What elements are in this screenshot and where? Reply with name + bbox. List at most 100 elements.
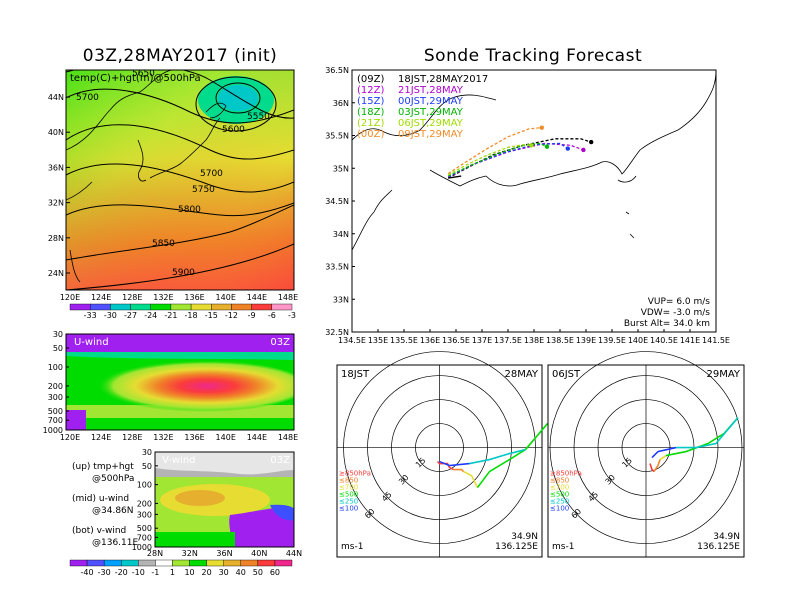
map500-colorbar-label: -18	[185, 311, 198, 320]
wind-colorbar-label: -10	[132, 568, 145, 577]
pressure-label: 30	[142, 448, 152, 457]
burst-altitude-text: Burst Alt= 34.0 km	[624, 319, 710, 329]
vdw-text: VDW= -3.0 m/s	[641, 308, 711, 318]
map500-colorbar-label: -30	[104, 311, 117, 320]
contour-label: 5700	[200, 169, 223, 179]
uwind-lon-label: 148E	[278, 433, 298, 442]
hodograph-trace	[659, 454, 667, 461]
uwind-frame	[65, 333, 295, 431]
pressure-label: 300	[48, 393, 63, 402]
wind-colorbar-swatch	[69, 559, 88, 567]
track-lat-label: 35.5N	[325, 132, 349, 141]
track-legend-time: 18JST,28MAY2017	[398, 74, 488, 85]
vwind-time: 03Z	[270, 455, 290, 466]
track-background	[352, 70, 716, 332]
vwind-frame	[154, 451, 295, 548]
hodograph-level-label: ≤700	[550, 484, 569, 492]
map500-lat-label: 24N	[48, 269, 64, 278]
track-lon-label: 136E	[420, 336, 440, 345]
map500-colorbar-label: -6	[268, 311, 276, 320]
hodograph-level-label: ≤850	[339, 477, 358, 485]
map500-colorbar: -33 -30 -27 -24 -21 -18 -15 -12 -9 -6 -3	[69, 303, 296, 320]
coastlines	[66, 70, 227, 283]
track-lon-label: 140E	[628, 336, 648, 345]
hodograph-trace	[436, 460, 454, 471]
uwind-lon-label: 124E	[91, 433, 111, 442]
track-lon-label: 135E	[368, 336, 388, 345]
track-legend-time: 03JST,29MAY	[398, 107, 464, 118]
wind-colorbar-label: 1	[170, 568, 175, 577]
vwind-lat-label: 32N	[182, 549, 198, 558]
map500-lon-labels: 120E 124E 128E 132E 136E 140E 144E 148E	[60, 293, 298, 302]
wind-colorbar-label: 20	[202, 568, 212, 577]
hodograph-level-label: ≤100	[550, 505, 569, 513]
hodograph-unit: ms-1	[341, 542, 363, 552]
hodograph-level-label: ≤850	[550, 477, 569, 485]
track-lat-label: 35N	[333, 164, 349, 173]
uwind-label: U-wind	[74, 337, 109, 348]
track-burst-point	[544, 144, 550, 149]
contour-label: 5650	[132, 69, 155, 79]
map500-lat-label: 32N	[48, 199, 64, 208]
track-lon-label: 137.5E	[494, 336, 522, 345]
hodograph-level-label: ≥850hPa	[550, 470, 582, 478]
track-lon-label: 135.5E	[390, 336, 418, 345]
track-lon-label: 138E	[524, 336, 544, 345]
hodograph-level-label: ≤700	[339, 484, 358, 492]
map500-lon-label: 144E	[247, 293, 267, 302]
track-burst-point	[529, 143, 534, 148]
pressure-label: 30	[53, 330, 63, 339]
pressure-label: 700	[137, 533, 152, 542]
contour-label: 5550	[247, 112, 270, 122]
wind-colorbar-label: 10	[184, 568, 194, 577]
track-legend-time: 09JST,29MAY	[398, 129, 464, 140]
uwind-lon-label: 132E	[153, 433, 173, 442]
hodograph-trace	[453, 468, 465, 473]
map500-colorbar-swatch	[110, 303, 131, 311]
map500-colorbar-label: -15	[205, 311, 218, 320]
hodograph-trace	[676, 417, 739, 449]
track-legend-run: (09Z)	[357, 74, 384, 85]
track-legend-time: 06JST,29MAY	[398, 118, 464, 129]
hodograph-lon: 136.125E	[495, 542, 538, 552]
panel-legend: (up) tmp+hgt @500hPa (mid) u-wind @34.86…	[72, 462, 138, 548]
map500-lon-label: 128E	[122, 293, 142, 302]
track-legend-time: 21JST,28MAY	[398, 85, 464, 96]
map500-colorbar-swatch	[89, 303, 111, 311]
contour-label: 5900	[172, 268, 195, 278]
contour-label: 5750	[192, 185, 215, 195]
hodograph-trace	[439, 460, 470, 467]
track-burst-point	[581, 147, 586, 153]
wind-colorbar: -40 -30 -20 -10 -1 1 10 20 30 40 50 60	[69, 559, 293, 577]
vwind-lat-label: 40N	[251, 549, 267, 558]
hodograph-trace	[469, 448, 526, 465]
hodograph-level-label: ≤250	[339, 498, 358, 506]
track-legend-run: (21Z)	[357, 118, 384, 129]
map500-lat-label: 28N	[48, 234, 64, 243]
wind-colorbar-label: 60	[270, 568, 280, 577]
track-lat-label: 32.5N	[325, 328, 349, 337]
contour-labels: 5650 5700 5550 5600 5700 5750 5800 5850 …	[76, 69, 270, 278]
track-series-line	[447, 142, 548, 177]
wind-colorbar-swatch	[138, 559, 156, 567]
map500-colorbar-swatch	[150, 303, 172, 311]
track-panel: 36.5N 36N 35.5N 35N 34.5N 34N 33.5N 33N 32.5N 13…	[325, 66, 730, 345]
height-contours	[66, 70, 294, 290]
map500-colorbar-swatch	[190, 303, 212, 311]
wind-colorbar-swatch	[274, 559, 293, 567]
pressure-label: 300	[137, 510, 152, 519]
track-legend-run: (15Z)	[357, 96, 384, 107]
wind-colorbar-swatch	[189, 559, 207, 567]
wind-colorbar-swatch	[240, 559, 259, 567]
pressure-label: 500	[48, 407, 63, 416]
track-legend: (09Z) 18JST,28MAY2017 (12Z) 21JST,28MAY (15Z…	[357, 74, 488, 140]
map500-colorbar-label: -12	[225, 311, 238, 320]
map500-lat-label: 36N	[48, 163, 64, 172]
track-lon-label: 139.5E	[598, 336, 626, 345]
wind-colorbar-label: 40	[236, 568, 246, 577]
track-legend-run: (00Z)	[357, 129, 384, 140]
hodograph-level-label: ≤500	[550, 491, 569, 499]
hodograph-date: 28MAY	[504, 369, 538, 380]
